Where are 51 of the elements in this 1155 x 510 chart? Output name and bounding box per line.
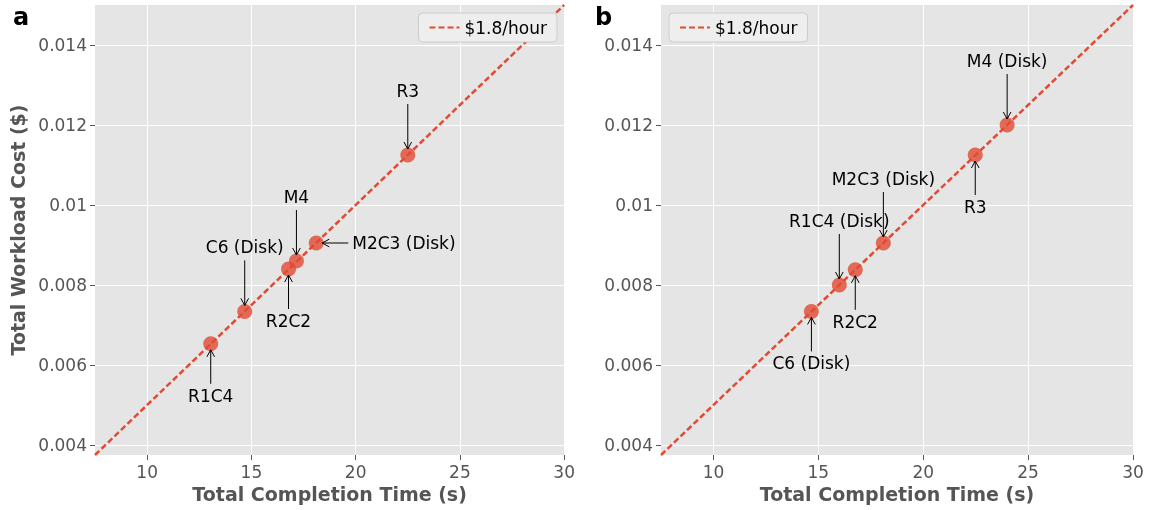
y-tick-label: 0.01 bbox=[49, 195, 87, 215]
x-axis-title: Total Completion Time (s) bbox=[759, 483, 1035, 506]
x-tick-label: 25 bbox=[1017, 461, 1039, 482]
point bbox=[308, 235, 324, 251]
x-tick-label: 30 bbox=[1122, 461, 1144, 482]
annotation: R2C2 bbox=[832, 311, 878, 332]
y-tick-label: 0.012 bbox=[38, 115, 87, 135]
point bbox=[847, 262, 863, 278]
x-tick-label: 25 bbox=[449, 461, 471, 482]
point bbox=[237, 303, 253, 319]
point bbox=[288, 253, 304, 269]
point bbox=[400, 147, 416, 163]
legend-label: $1.8/hour bbox=[715, 17, 798, 38]
y-tick-label: 0.008 bbox=[604, 275, 653, 295]
x-tick-label: 20 bbox=[344, 461, 367, 482]
annotation: M4 bbox=[283, 187, 310, 207]
point bbox=[967, 147, 983, 163]
annotation: C6 (Disk) bbox=[205, 237, 284, 258]
annotation: M4 (Disk) bbox=[966, 51, 1048, 71]
annotation: M2C3 (Disk) bbox=[352, 233, 456, 253]
y-tick-label: 0.006 bbox=[604, 355, 653, 375]
annotation: R3 bbox=[396, 81, 420, 101]
y-tick-label: 0.004 bbox=[604, 435, 653, 455]
annotation: R2C2 bbox=[265, 311, 312, 331]
x-tick-label: 20 bbox=[912, 461, 935, 482]
x-tick-label: 15 bbox=[240, 461, 263, 482]
x-tick-label: 30 bbox=[553, 461, 575, 482]
y-tick-label: 0.004 bbox=[38, 435, 87, 455]
y-axis-title: Total Workload Cost ($) bbox=[6, 104, 29, 356]
legend-label: $1.8/hour bbox=[464, 17, 548, 38]
x-tick-label: 15 bbox=[807, 461, 830, 482]
y-tick-label: 0.008 bbox=[38, 275, 87, 295]
chart-title: a bbox=[13, 3, 30, 31]
x-tick-label: 10 bbox=[702, 461, 725, 482]
annotation: C6 (Disk) bbox=[772, 353, 851, 374]
point bbox=[803, 303, 819, 319]
annotation: R1C4 bbox=[188, 385, 234, 406]
y-tick-label: 0.012 bbox=[604, 115, 653, 135]
annotation: R3 bbox=[963, 197, 987, 217]
point bbox=[203, 336, 219, 352]
point bbox=[875, 235, 891, 251]
point bbox=[831, 277, 847, 293]
annotation: M2C3 (Disk) bbox=[831, 169, 936, 189]
x-axis-title: Total Completion Time (s) bbox=[192, 483, 467, 506]
chart-title: b bbox=[595, 3, 613, 31]
y-tick-label: 0.014 bbox=[604, 35, 653, 55]
y-tick-label: 0.014 bbox=[38, 35, 87, 55]
y-tick-label: 0.01 bbox=[615, 195, 653, 215]
y-tick-label: 0.006 bbox=[38, 355, 87, 375]
point bbox=[999, 117, 1015, 133]
x-tick-label: 10 bbox=[136, 461, 158, 482]
